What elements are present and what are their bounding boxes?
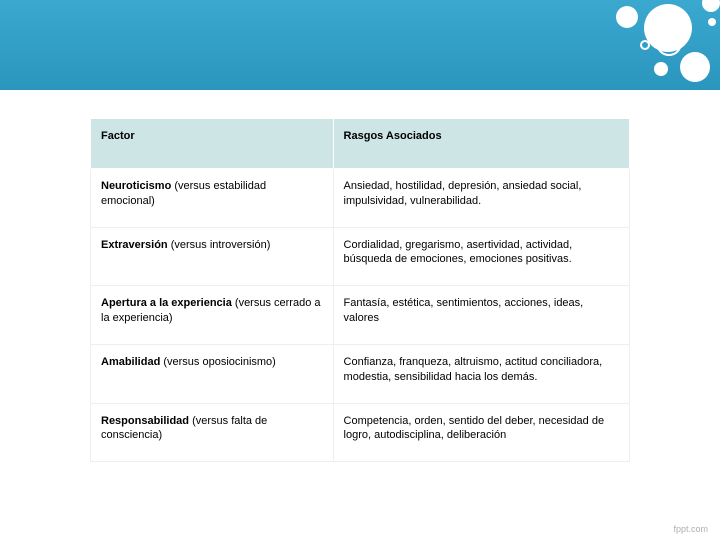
bubble-icon: [680, 52, 710, 82]
bubble-icon: [616, 6, 638, 28]
rasgos-cell: Confianza, franqueza, altruismo, actitud…: [333, 344, 629, 403]
factor-qualifier: (versus oposiocinismo): [160, 356, 276, 368]
bubble-icon: [708, 18, 716, 26]
table-row: Responsabilidad (versus falta de conscie…: [91, 403, 630, 462]
table-row: Neuroticismo (versus estabilidad emocion…: [91, 168, 630, 227]
factor-name: Neuroticismo: [101, 180, 171, 192]
footer-credit: fppt.com: [673, 524, 708, 534]
factor-name: Apertura a la experiencia: [101, 297, 232, 309]
table-body: Neuroticismo (versus estabilidad emocion…: [91, 168, 630, 461]
table-row: Apertura a la experiencia (versus cerrad…: [91, 286, 630, 345]
factor-cell: Extraversión (versus introversión): [91, 227, 334, 286]
table-row: Extraversión (versus introversión) Cordi…: [91, 227, 630, 286]
factor-cell: Neuroticismo (versus estabilidad emocion…: [91, 168, 334, 227]
factor-qualifier: (versus introversión): [168, 239, 271, 251]
rasgos-cell: Ansiedad, hostilidad, depresión, ansieda…: [333, 168, 629, 227]
factor-name: Amabilidad: [101, 356, 160, 368]
bubble-icon: [654, 62, 668, 76]
factor-cell: Amabilidad (versus oposiocinismo): [91, 344, 334, 403]
content-area: Factor Rasgos Asociados Neuroticismo (ve…: [0, 90, 720, 462]
header-band: [0, 0, 720, 90]
factor-name: Responsabilidad: [101, 415, 189, 427]
column-header-rasgos: Rasgos Asociados: [333, 119, 629, 169]
bubble-outline-icon: [640, 40, 650, 50]
column-header-factor: Factor: [91, 119, 334, 169]
factor-cell: Responsabilidad (versus falta de conscie…: [91, 403, 334, 462]
table-row: Amabilidad (versus oposiocinismo) Confia…: [91, 344, 630, 403]
rasgos-cell: Cordialidad, gregarismo, asertividad, ac…: [333, 227, 629, 286]
rasgos-cell: Fantasía, estética, sentimientos, accion…: [333, 286, 629, 345]
factors-table: Factor Rasgos Asociados Neuroticismo (ve…: [90, 118, 630, 462]
bubble-outline-icon: [656, 30, 682, 56]
factor-name: Extraversión: [101, 239, 168, 251]
bubble-icon: [702, 0, 720, 12]
factor-cell: Apertura a la experiencia (versus cerrad…: [91, 286, 334, 345]
rasgos-cell: Competencia, orden, sentido del deber, n…: [333, 403, 629, 462]
